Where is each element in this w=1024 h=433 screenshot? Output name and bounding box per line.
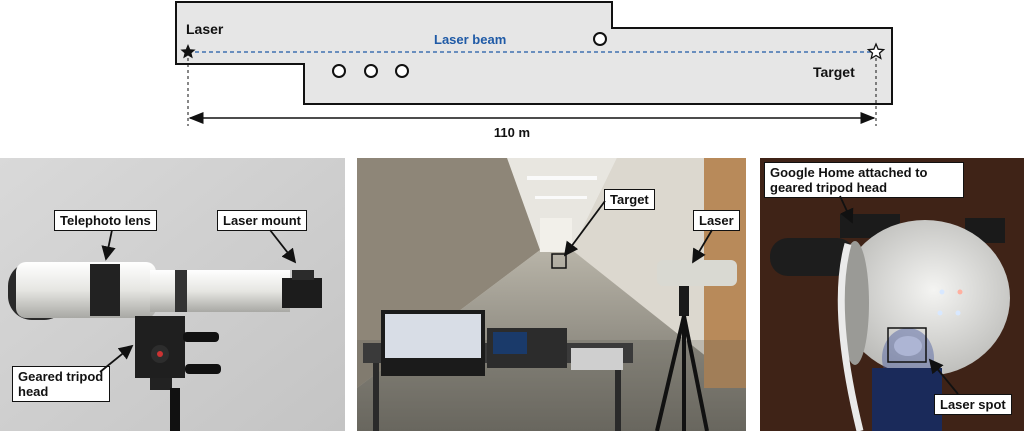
photo-google-home — [760, 158, 1024, 431]
position-marker — [593, 32, 607, 46]
laser-star-icon — [180, 44, 196, 59]
position-marker — [364, 64, 378, 78]
callout-target: Target — [604, 189, 655, 210]
distance-label: 110 m — [494, 125, 530, 140]
target-label: Target — [813, 64, 855, 80]
callout-laser: Laser — [693, 210, 740, 231]
laser-beam-label: Laser beam — [434, 32, 506, 47]
callout-laser-mount: Laser mount — [217, 210, 308, 231]
floor-plan-diagram: Laser beam Laser Target 110 m — [175, 1, 893, 140]
hallway-outline — [175, 1, 893, 105]
laser-label: Laser — [186, 21, 224, 37]
callout-google-home: Google Home attached to geared tripod he… — [764, 162, 964, 198]
callout-telephoto-lens: Telephoto lens — [54, 210, 157, 231]
photo-google-home-image — [760, 158, 1024, 431]
position-marker — [395, 64, 409, 78]
photo-hallway — [357, 158, 746, 431]
callout-geared-tripod-head: Geared tripod head — [12, 366, 110, 402]
target-star-icon — [866, 42, 886, 60]
callout-laser-spot: Laser spot — [934, 394, 1012, 415]
position-marker — [332, 64, 346, 78]
photo-hallway-image — [357, 158, 746, 431]
